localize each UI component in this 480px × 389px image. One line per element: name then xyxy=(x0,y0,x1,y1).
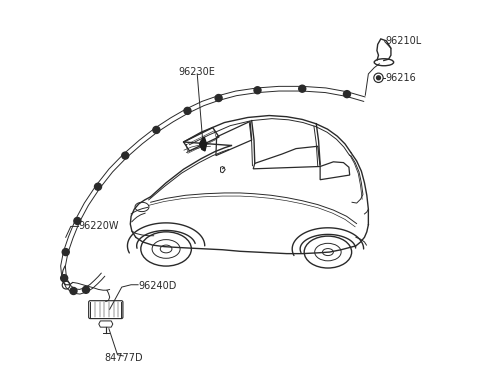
Circle shape xyxy=(344,91,350,98)
Circle shape xyxy=(95,183,101,190)
Circle shape xyxy=(299,85,306,92)
Text: 96216: 96216 xyxy=(386,73,417,83)
Circle shape xyxy=(62,249,69,256)
Circle shape xyxy=(184,107,191,114)
Circle shape xyxy=(83,286,89,293)
Circle shape xyxy=(215,95,222,102)
Text: 96220W: 96220W xyxy=(79,221,119,231)
Circle shape xyxy=(376,76,381,80)
Circle shape xyxy=(74,217,81,224)
Circle shape xyxy=(70,287,77,294)
Text: 96230E: 96230E xyxy=(179,67,216,77)
Text: 96240D: 96240D xyxy=(139,281,177,291)
Polygon shape xyxy=(200,137,206,151)
Text: 84777D: 84777D xyxy=(104,353,143,363)
Circle shape xyxy=(153,126,160,133)
Circle shape xyxy=(254,87,261,94)
Circle shape xyxy=(122,152,129,159)
Text: 96210L: 96210L xyxy=(386,36,422,46)
Circle shape xyxy=(60,275,68,282)
